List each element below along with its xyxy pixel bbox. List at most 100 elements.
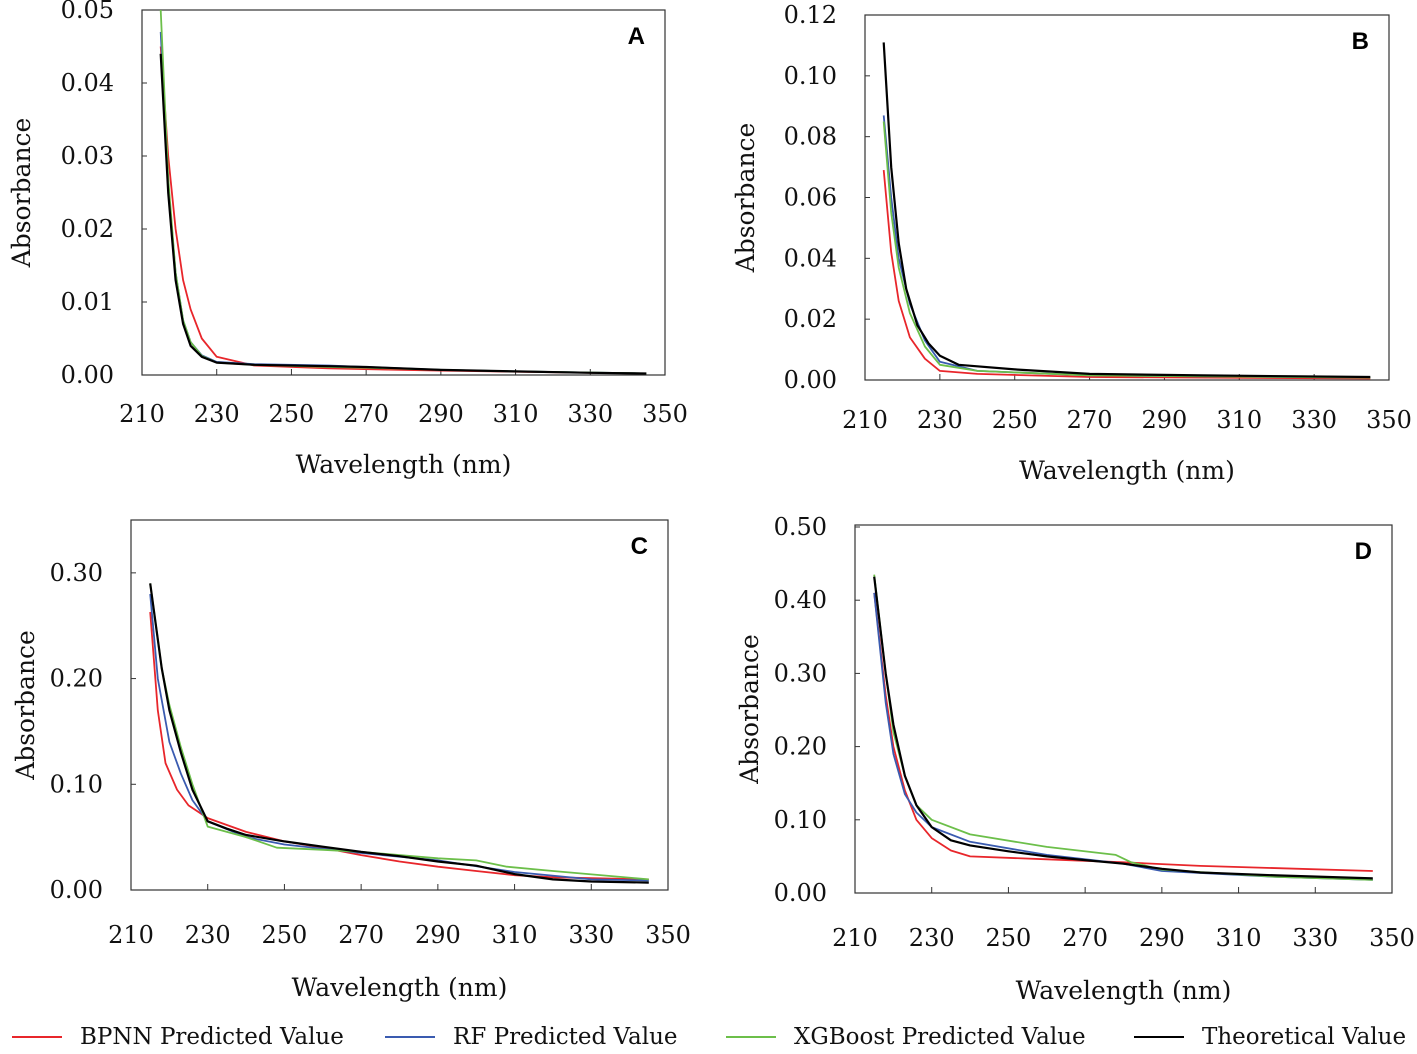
x-axis-label: Wavelength (nm) (292, 973, 508, 1002)
y-tick-label: 0.00 (774, 879, 827, 907)
series-theoretical-value (873, 576, 1373, 880)
series-xgboost-predicted-value (159, 9, 647, 375)
x-tick-label: 250 (262, 921, 308, 949)
legend-item-xgboost: XGBoost Predicted Value (726, 1024, 1086, 1050)
x-tick-label: 330 (568, 921, 614, 949)
legend-swatch-bpnn (12, 1036, 62, 1038)
x-tick-label: 310 (492, 921, 538, 949)
y-axis-label: Absorbance (735, 634, 764, 785)
x-tick-label: 310 (493, 400, 539, 428)
y-tick-label: 0.30 (50, 559, 103, 587)
x-tick-label: 290 (418, 400, 464, 428)
x-tick-label: 270 (1067, 406, 1113, 434)
y-tick-label: 0.02 (784, 305, 837, 333)
plot-frame (141, 9, 666, 376)
legend: BPNN Predicted Value RF Predicted Value … (0, 1024, 1417, 1054)
y-tick-label: 0.03 (61, 142, 114, 170)
panel-d: 210 230 250 270 290 310 330 350 0.00 0.10 0.20 0.30… (735, 513, 1415, 1005)
legend-swatch-xgboost (726, 1036, 776, 1038)
x-tick-label: 250 (986, 924, 1032, 952)
panel-letter: D (1355, 538, 1372, 565)
y-axis-label: Absorbance (7, 118, 36, 269)
series-bpnn-predicted-value (159, 46, 647, 375)
legend-label-bpnn: BPNN Predicted Value (80, 1024, 344, 1050)
x-tick-label: 210 (832, 924, 878, 952)
x-tick-label: 290 (1139, 924, 1185, 952)
legend-label-xgboost: XGBoost Predicted Value (794, 1024, 1086, 1050)
x-tick-label: 230 (917, 406, 963, 434)
y-tick-label: 0.02 (61, 215, 114, 243)
x-tick-label: 210 (842, 406, 888, 434)
legend-label-rf: RF Predicted Value (453, 1024, 678, 1050)
series-bpnn-predicted-value (149, 611, 649, 881)
x-axis-label: Wavelength (nm) (1019, 456, 1235, 485)
x-tick-label: 250 (269, 400, 315, 428)
x-tick-label: 330 (1292, 924, 1338, 952)
plot-frame (864, 14, 1390, 381)
panel-letter: A (628, 23, 645, 50)
y-tick-label: 0.20 (774, 733, 827, 761)
x-tick-label: 350 (642, 400, 688, 428)
x-tick-label: 270 (338, 921, 384, 949)
y-tick-label: 0.06 (784, 184, 837, 212)
y-tick-label: 0.10 (774, 806, 827, 834)
y-tick-label: 0.20 (50, 665, 103, 693)
legend-item-bpnn: BPNN Predicted Value (12, 1024, 344, 1050)
x-tick-label: 290 (1142, 406, 1188, 434)
series-xgboost-predicted-value (882, 121, 1371, 379)
x-tick-label: 250 (992, 406, 1038, 434)
y-tick-label: 0.08 (784, 123, 837, 151)
panel-a: 210 230 250 270 290 310 330 350 0.00 0.01 0.02 0.03… (7, 0, 688, 479)
x-tick-label: 350 (645, 921, 691, 949)
plot-frame (854, 524, 1393, 894)
legend-swatch-theoretical (1134, 1036, 1184, 1038)
x-tick-label: 310 (1216, 406, 1262, 434)
series-theoretical-value (149, 583, 649, 884)
x-axis-label: Wavelength (nm) (1016, 976, 1232, 1005)
x-tick-label: 270 (343, 400, 389, 428)
y-tick-label: 0.00 (784, 366, 837, 394)
y-axis-label: Absorbance (11, 630, 40, 781)
x-tick-label: 210 (108, 921, 154, 949)
legend-item-rf: RF Predicted Value (385, 1024, 678, 1050)
y-tick-label: 0.12 (784, 1, 837, 29)
x-tick-label: 330 (567, 400, 613, 428)
y-axis-label: Absorbance (731, 123, 760, 274)
y-tick-label: 0.10 (784, 62, 837, 90)
y-tick-label: 0.05 (61, 0, 114, 24)
y-tick-label: 0.00 (61, 361, 114, 389)
x-tick-label: 350 (1366, 406, 1412, 434)
y-tick-label: 0.40 (774, 586, 827, 614)
panel-b: 210 230 250 270 290 310 330 350 0.00 0.02 0.04 0.06… (731, 1, 1412, 485)
y-tick-label: 0.00 (50, 876, 103, 904)
legend-label-theoretical: Theoretical Value (1202, 1024, 1407, 1050)
x-tick-label: 270 (1062, 924, 1108, 952)
series-rf-predicted-value (159, 31, 647, 375)
y-tick-label: 0.10 (50, 770, 103, 798)
y-tick-label: 0.30 (774, 659, 827, 687)
x-tick-label: 230 (194, 400, 240, 428)
legend-item-theoretical: Theoretical Value (1134, 1024, 1406, 1050)
series-xgboost-predicted-value (149, 583, 649, 881)
x-tick-label: 230 (909, 924, 955, 952)
panel-letter: B (1352, 28, 1369, 55)
legend-swatch-rf (385, 1036, 435, 1038)
panel-letter: C (631, 533, 648, 560)
series-bpnn-predicted-value (873, 592, 1373, 872)
y-tick-label: 0.01 (61, 288, 114, 316)
x-tick-label: 290 (415, 921, 461, 949)
x-tick-label: 310 (1216, 924, 1262, 952)
x-tick-label: 230 (185, 921, 231, 949)
panel-c: 210 230 250 270 290 310 330 350 0.00 0.10 0.20 0.30… (11, 519, 691, 1002)
series-rf-predicted-value (873, 592, 1373, 881)
series-bpnn-predicted-value (882, 170, 1371, 380)
x-tick-label: 350 (1369, 924, 1415, 952)
series-theoretical-value (159, 53, 647, 375)
y-tick-label: 0.04 (784, 244, 837, 272)
y-tick-label: 0.04 (61, 69, 114, 97)
y-tick-label: 0.50 (774, 513, 827, 541)
x-axis-label: Wavelength (nm) (296, 450, 512, 479)
x-tick-label: 210 (119, 400, 165, 428)
series-theoretical-value (882, 42, 1371, 379)
